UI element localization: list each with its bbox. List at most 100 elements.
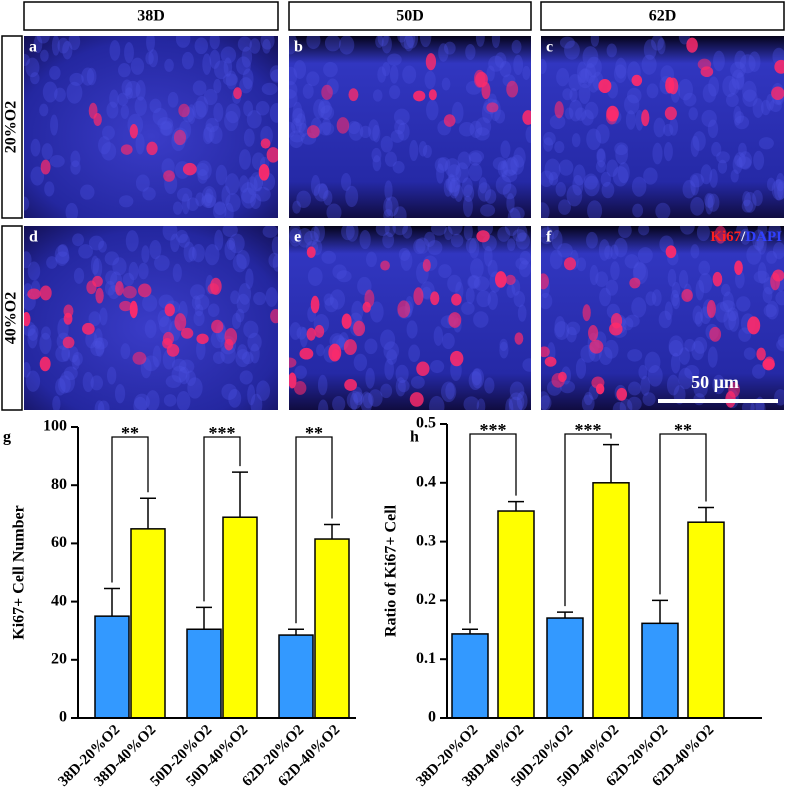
nucleus [202,126,213,145]
nucleus [221,383,237,401]
nucleus [203,88,218,106]
nucleus [191,295,201,310]
nucleus [494,109,506,124]
nucleus [408,344,421,363]
nucleus [124,42,134,64]
nucleus [392,226,408,236]
nucleus [752,364,766,379]
nucleus [213,78,222,94]
nucleus [584,175,600,197]
y-tick-label: 40 [51,592,67,609]
nucleus [701,109,717,127]
nucleus [345,226,359,242]
nucleus [502,157,518,177]
tissue [289,226,531,410]
nucleus [753,270,770,284]
nucleus [468,275,480,289]
nucleus [24,196,30,211]
nucleus [323,293,334,306]
nucleus [313,99,326,119]
nucleus [163,394,177,407]
nucleus [246,176,258,196]
nucleus [191,243,205,263]
ki67-cell [551,373,565,388]
nucleus [558,159,574,176]
nucleus [392,161,405,174]
nucleus [114,383,126,404]
nucleus [318,98,331,114]
nucleus [743,191,757,213]
nucleus [247,332,262,352]
nucleus [50,114,59,136]
ki67-cell [428,89,437,101]
nucleus [351,300,364,322]
micrograph-content [541,36,784,218]
ki67-cell [306,125,320,139]
nucleus [130,57,145,75]
nucleus [571,133,581,148]
ki67-cell [196,333,209,345]
nucleus [196,163,209,177]
nucleus [568,99,583,122]
nucleus [194,294,210,311]
nucleus [462,195,473,218]
nucleus [742,89,758,107]
nucleus [663,141,673,162]
nucleus [135,133,145,155]
nucleus [52,395,61,410]
ki67-cell [486,102,499,113]
nucleus [375,36,384,48]
y-tick-label: 20 [51,650,67,667]
nucleus [30,166,45,186]
nucleus [666,374,680,396]
nucleus [247,384,256,406]
nucleus [506,156,519,176]
nucleus [637,247,653,264]
nucleus [716,151,730,164]
ki67-cell [129,300,138,319]
nucleus [443,178,453,197]
row-header: 20%O2 [3,101,20,153]
nucleus [606,43,617,58]
nucleus [690,197,705,216]
ki67-cell [443,114,456,127]
nucleus [296,326,307,340]
nucleus [712,374,726,395]
nucleus [575,358,587,379]
nucleus [627,381,642,396]
nucleus [289,66,298,86]
nucleus [171,365,188,383]
nucleus [688,107,699,121]
nucleus [769,99,782,113]
ki67-cell [514,332,524,345]
nucleus [775,290,784,306]
nucleus [382,232,395,249]
nucleus [119,195,134,208]
ki67-cell [39,356,51,372]
bar [546,617,584,719]
micrograph [541,36,784,218]
nucleus [486,65,495,82]
nucleus [678,270,689,289]
nucleus [519,260,531,278]
nucleus [413,238,426,255]
nucleus [515,257,528,270]
micrographs [24,36,784,410]
nucleus [214,201,226,216]
nucleus [447,173,456,193]
legend-marker2: DAPI [745,229,782,245]
nucleus [104,251,120,266]
nucleus [46,256,58,269]
nucleus [468,163,483,182]
nucleus [42,81,58,103]
nucleus [237,36,252,52]
nucleus [516,226,528,242]
nucleus [152,345,162,368]
nucleus [25,57,40,78]
nucleus [569,88,578,103]
nucleus [487,290,498,310]
nucleus [341,226,355,241]
nucleus [352,386,363,403]
panel-letter: g [3,429,11,446]
nucleus [558,199,571,215]
